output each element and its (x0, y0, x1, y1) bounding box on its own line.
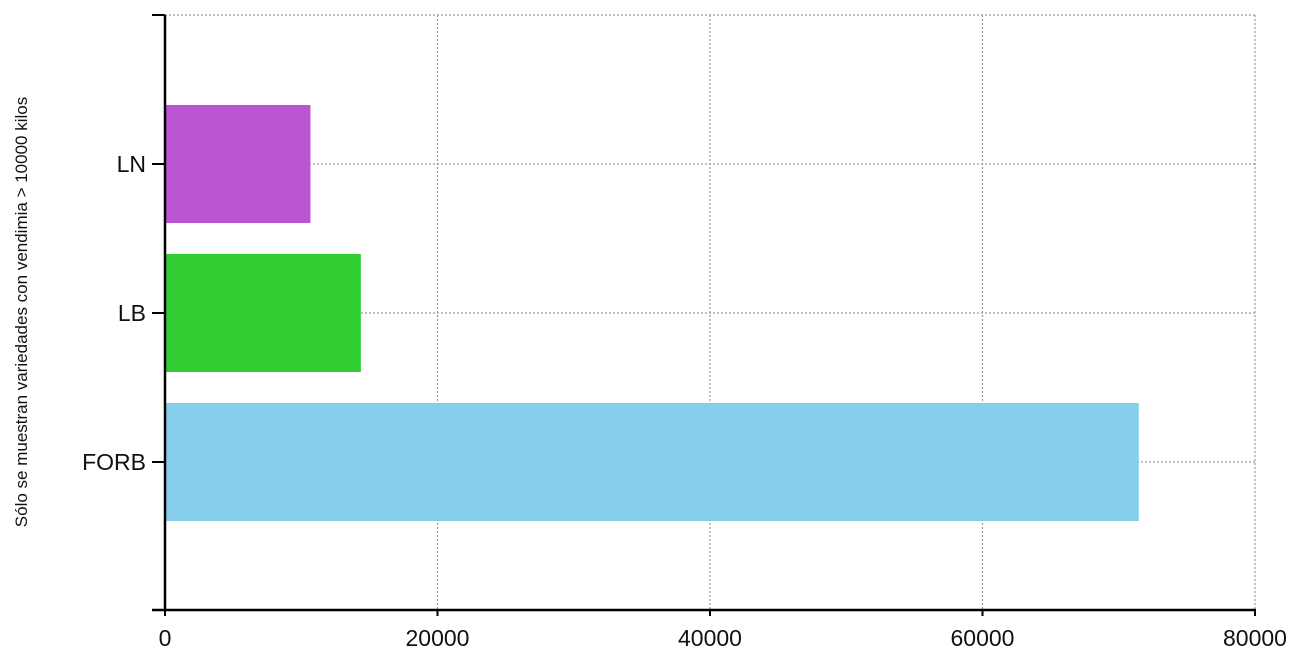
x-tick-label: 40000 (678, 625, 742, 651)
x-tick-label: 80000 (1223, 625, 1287, 651)
y-tick-label: FORB (82, 449, 146, 475)
bar-lb (166, 254, 361, 372)
bar-layer (166, 105, 1139, 521)
x-tick-label: 0 (159, 625, 172, 651)
x-tick-label: 20000 (406, 625, 470, 651)
y-axis-label: Sólo se muestran variedades con vendimia… (12, 97, 31, 527)
bar-ln (166, 105, 311, 223)
y-tick-label: LB (118, 300, 146, 326)
y-tick-label: LN (117, 151, 146, 177)
axis-layer: 0 20000 40000 60000 80000 LN LB FORB (82, 14, 1287, 651)
x-tick-label: 60000 (951, 625, 1015, 651)
bar-forb (166, 403, 1139, 521)
